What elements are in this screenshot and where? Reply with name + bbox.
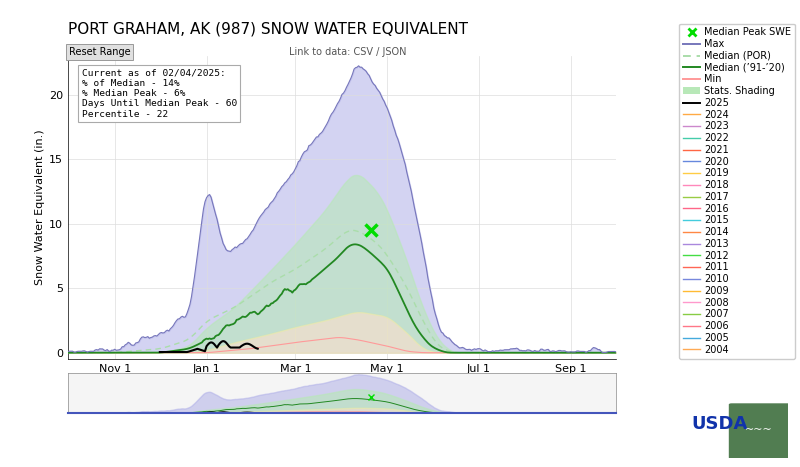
Text: USDA: USDA [692, 415, 748, 433]
Text: Reset Range: Reset Range [69, 47, 130, 57]
Text: Link to data: CSV / JSON: Link to data: CSV / JSON [290, 47, 406, 57]
FancyBboxPatch shape [729, 403, 791, 459]
Y-axis label: Snow Water Equivalent (in.): Snow Water Equivalent (in.) [35, 130, 45, 285]
Legend: Median Peak SWE, Max, Median (POR), Median (’91-’20), Min, Stats. Shading, 2025,: Median Peak SWE, Max, Median (POR), Medi… [679, 23, 795, 359]
Text: PORT GRAHAM, AK (987) SNOW WATER EQUIVALENT: PORT GRAHAM, AK (987) SNOW WATER EQUIVAL… [68, 21, 468, 36]
Text: Current as of 02/04/2025:
% of Median - 14%
% Median Peak - 6%
Days Until Median: Current as of 02/04/2025: % of Median - … [82, 68, 237, 119]
Text: ~~~: ~~~ [745, 425, 772, 435]
